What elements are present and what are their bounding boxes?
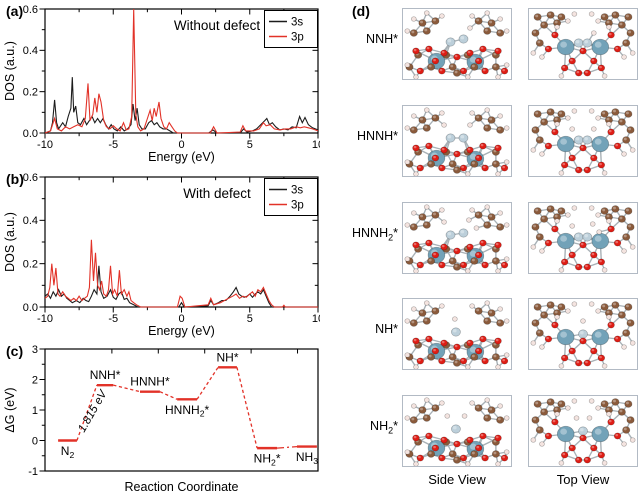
atoms (404, 300, 510, 369)
panel-c-label: (c) (6, 343, 24, 359)
svg-text:10: 10 (312, 139, 320, 151)
panel-d-label: (d) (352, 3, 370, 19)
svg-text:3p: 3p (291, 32, 304, 44)
svg-text:0.0: 0.0 (23, 302, 38, 314)
molecule-side-view-NH (402, 298, 512, 370)
molecule-top-view-NH (528, 298, 638, 370)
molecule-top-view-HNNH (528, 105, 638, 177)
atoms (530, 11, 636, 79)
top-view-caption: Top View (556, 472, 610, 487)
atoms (404, 204, 510, 273)
bonds (532, 208, 634, 271)
structure-row-label: HNNH2* (352, 226, 398, 243)
tick-labels: -1 0 1 2 3 (28, 344, 38, 478)
molecule-top-view-HNNH2 (528, 202, 638, 274)
x-axis-label: Energy (eV) (148, 150, 215, 164)
tick-labels: -10 -5 0 5 10 0.0 0.2 0.4 0.6 (23, 172, 320, 325)
step-connector (277, 445, 298, 449)
structure-row-label: NNH* (366, 32, 398, 46)
atoms (530, 398, 636, 466)
molecule-side-view-HNNH2 (402, 202, 512, 274)
svg-text:5: 5 (247, 139, 253, 151)
molecule-side-view-NNH (402, 8, 512, 80)
svg-text:3s: 3s (291, 17, 303, 29)
svg-text:3: 3 (32, 344, 38, 356)
svg-text:1: 1 (32, 405, 38, 417)
svg-text:-10: -10 (37, 139, 53, 151)
atoms (530, 301, 636, 369)
molecule-top-view-NH2 (528, 395, 638, 467)
side-view-caption: Side View (428, 472, 486, 487)
y-axis-label: DOS (a.u.) (3, 212, 17, 272)
svg-text:-5: -5 (108, 139, 118, 151)
structure-row-label: HNNH* (357, 129, 398, 143)
structure-row-label: NH2* (370, 419, 398, 436)
svg-text:0.0: 0.0 (23, 128, 38, 140)
chart-title: With defect (183, 186, 251, 201)
svg-text:3p: 3p (291, 200, 304, 212)
y-axis-label: DOS (a.u.) (3, 41, 17, 101)
atoms (404, 10, 510, 79)
bonds (532, 14, 634, 77)
svg-text:-10: -10 (37, 313, 53, 325)
structure-row-label: NH* (375, 322, 398, 336)
step-connector (159, 391, 178, 400)
ticks (39, 348, 299, 472)
step-connector (236, 367, 258, 449)
step-connector (113, 384, 141, 393)
step-connector (196, 366, 219, 400)
atoms (404, 397, 510, 466)
dos-series-3s (44, 77, 319, 134)
step-label: HNNH* (130, 375, 170, 389)
svg-text:5: 5 (247, 313, 253, 325)
step-connector (76, 384, 98, 441)
dos-series-3p (44, 239, 318, 308)
panel-a-label: (a) (6, 3, 24, 19)
molecule-top-view-NNH (528, 8, 638, 80)
atoms (530, 205, 636, 273)
tick-labels: -10 -5 0 5 10 0.0 0.2 0.4 0.6 (23, 4, 320, 151)
svg-text:3s: 3s (291, 185, 303, 197)
dos-series-3p (44, 8, 319, 134)
atoms (530, 108, 636, 176)
svg-text:2: 2 (32, 374, 38, 386)
chart-title: Without defect (174, 18, 261, 33)
molecule-side-view-NH2 (402, 395, 512, 467)
svg-text:0.2: 0.2 (23, 258, 38, 270)
bonds (532, 111, 634, 174)
svg-text:0.6: 0.6 (23, 4, 38, 16)
svg-text:0: 0 (178, 139, 184, 151)
step-label: NH2* (254, 452, 281, 468)
svg-text:0: 0 (32, 435, 38, 447)
atoms (404, 107, 510, 176)
dos-series-3s (44, 265, 318, 308)
svg-text:0.4: 0.4 (23, 215, 38, 227)
step-label: NH* (216, 350, 238, 364)
svg-text:0: 0 (178, 313, 184, 325)
svg-text:-1: -1 (28, 466, 38, 478)
step-label: NNH* (90, 368, 121, 382)
y-axis-label: ΔG (eV) (3, 387, 17, 432)
x-axis-label: Energy (eV) (148, 324, 215, 338)
svg-text:0.2: 0.2 (23, 86, 38, 98)
step-label: HNNH2* (165, 403, 209, 419)
svg-text:0.4: 0.4 (23, 45, 38, 57)
step-label: N2 (61, 444, 75, 460)
svg-text:-5: -5 (108, 313, 118, 325)
svg-text:10: 10 (312, 313, 320, 325)
molecule-side-view-HNNH (402, 105, 512, 177)
panel-b-label: (b) (6, 171, 24, 187)
step-label: NH3 (296, 450, 318, 466)
svg-text:0.6: 0.6 (23, 172, 38, 184)
x-axis-label: Reaction Coordinate (125, 480, 239, 494)
